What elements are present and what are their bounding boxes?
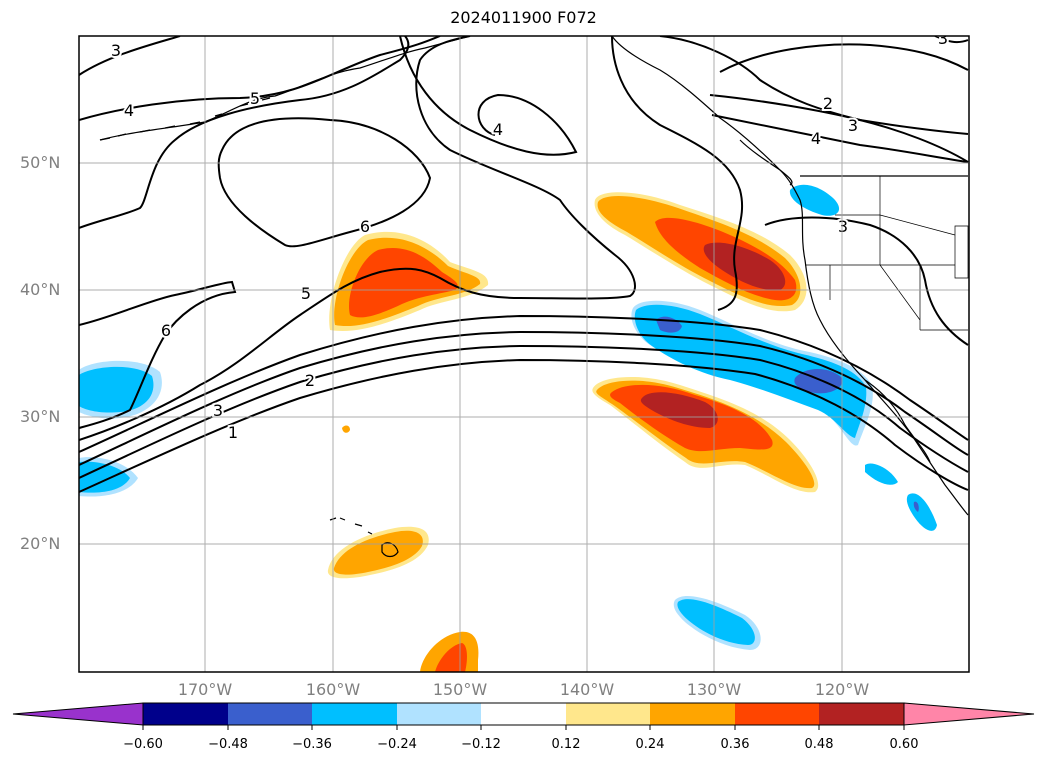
positive-anomaly-region [333, 530, 423, 575]
colorbar-tick-label: 0.36 [720, 737, 750, 752]
map-area: 3 4 5 4 2 3 4 3 6 5 6 2 3 1 3 [79, 29, 969, 672]
lon-label-160w: 160°W [305, 680, 361, 699]
colorbar-segment [228, 703, 312, 725]
contour-line [934, 36, 969, 44]
colorbar-segment [143, 703, 228, 725]
alaska-coastline [99, 36, 471, 141]
contour-line [709, 94, 969, 135]
colorbar-segment [312, 703, 397, 725]
contour-line [79, 330, 969, 466]
contour-line [79, 36, 636, 441]
negative-anomaly-region [865, 463, 898, 485]
contour-line [659, 36, 969, 163]
lon-label-170w: 170°W [177, 680, 233, 699]
colorbar-segment [650, 703, 735, 725]
positive-anomaly-region [349, 248, 458, 318]
negative-anomaly-region [906, 493, 937, 531]
negative-anomaly-region [913, 501, 919, 512]
colorbar-segment [397, 703, 481, 725]
colorbar-tick-label: −0.60 [123, 737, 163, 752]
vancouver-island [739, 139, 793, 186]
contour-lines [79, 36, 969, 493]
contour-line [79, 344, 969, 479]
contour-line [79, 314, 969, 453]
contour-line [611, 36, 744, 311]
colorbar-extend-high [903, 702, 1035, 726]
colorbar-tick-label: −0.12 [461, 737, 501, 752]
contour-label: 3 [838, 217, 848, 236]
contour-label: 3 [111, 41, 121, 60]
negative-anomaly-region [789, 184, 840, 216]
contour-label: 6 [360, 217, 370, 236]
contour-line [79, 36, 181, 76]
contour-label: 3 [848, 116, 858, 135]
contour-label: 4 [811, 129, 821, 148]
colorbar-segment [819, 703, 904, 725]
contour-label: 4 [124, 101, 134, 120]
negative-anomaly-region [677, 599, 755, 645]
lon-label-120w: 120°W [814, 680, 870, 699]
colorbar-ticks [142, 725, 905, 730]
contour-label: 5 [301, 284, 311, 303]
colorbar [12, 702, 1035, 730]
positive-anomaly-region [342, 425, 350, 433]
colorbar-tick-label: 0.60 [889, 737, 919, 752]
map-title: 2024011900 F072 [450, 8, 597, 27]
hawaii-islands [329, 517, 373, 535]
colorbar-tick-label: −0.48 [208, 737, 248, 752]
colorbar-outline [142, 702, 905, 726]
contour-line [719, 43, 969, 73]
state-borders [805, 176, 969, 331]
lat-label-20n: 20°N [20, 534, 61, 553]
contour-label: 5 [250, 89, 260, 108]
contour-labels: 3 4 5 4 2 3 4 3 6 5 6 2 3 1 3 [109, 29, 950, 444]
colorbar-segment [566, 703, 650, 725]
lat-label-40n: 40°N [20, 280, 61, 299]
contour-line [217, 117, 432, 248]
contour-label: 2 [305, 371, 315, 390]
hawaii-big-island [381, 542, 399, 558]
baja-coastline [864, 379, 931, 463]
colorbar-segment [481, 703, 566, 725]
north-america-coastline [611, 36, 969, 516]
contour-label: 1 [228, 423, 238, 442]
contour-line [79, 36, 410, 229]
map-frame [78, 35, 970, 673]
contour-line [711, 114, 969, 163]
positive-anomaly-region [435, 643, 467, 672]
contour-line [79, 280, 237, 429]
contour-label: 3 [213, 401, 223, 420]
graticule [79, 36, 969, 672]
colorbar-tick-label: 0.48 [804, 737, 834, 752]
lon-label-130w: 130°W [686, 680, 742, 699]
aleutian-islands [99, 97, 271, 141]
lon-label-150w: 150°W [432, 680, 488, 699]
contour-label: 3 [938, 29, 948, 48]
colorbar-extend-low [12, 702, 144, 726]
anomaly-shading [79, 184, 937, 672]
contour-line [79, 358, 969, 493]
lon-label-140w: 140°W [559, 680, 615, 699]
lat-label-50n: 50°N [20, 153, 61, 172]
contour-label: 2 [823, 94, 833, 113]
colorbar-tick-label: 0.12 [551, 737, 581, 752]
positive-anomaly-region [640, 392, 718, 428]
contour-line [764, 216, 969, 346]
colorbar-tick-label: −0.24 [377, 737, 417, 752]
negative-anomaly-region [79, 461, 130, 493]
contour-label: 4 [493, 120, 503, 139]
positive-anomaly-region [703, 242, 786, 291]
contour-line [399, 36, 578, 156]
colorbar-segment [735, 703, 819, 725]
lat-label-30n: 30°N [20, 407, 61, 426]
colorbar-tick-label: −0.36 [292, 737, 332, 752]
colorbar-tick-label: 0.24 [635, 737, 665, 752]
contour-label: 6 [161, 321, 171, 340]
